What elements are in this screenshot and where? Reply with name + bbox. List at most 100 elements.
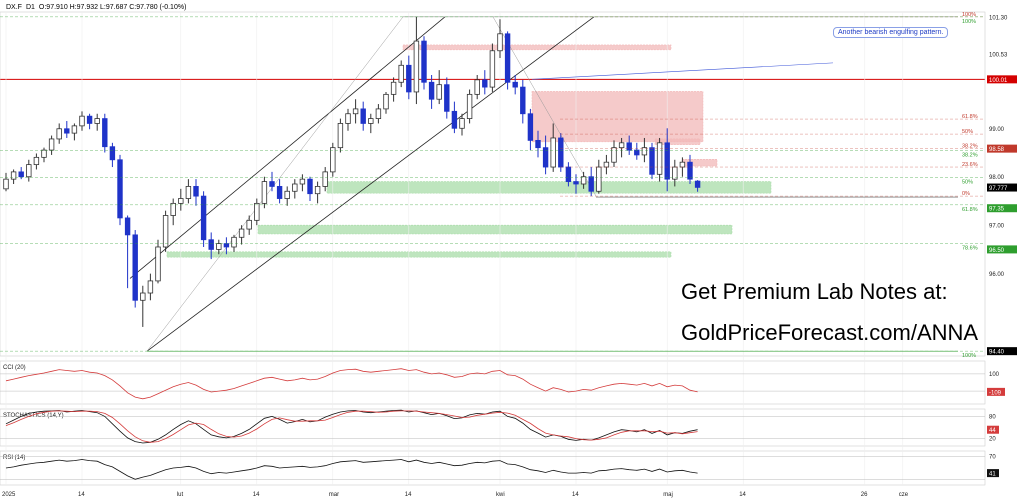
bullish-candle xyxy=(368,118,374,124)
bullish-candle xyxy=(459,118,465,129)
bullish-candle xyxy=(641,147,648,156)
fib-anchor-line xyxy=(146,16,404,352)
bullish-candle xyxy=(337,123,344,149)
bearish-candle xyxy=(504,33,511,83)
price-zones xyxy=(0,44,985,258)
time-axis-label: kwi xyxy=(496,492,505,498)
bearish-candle xyxy=(276,186,283,199)
stoch-level-label: 20 xyxy=(989,437,996,443)
price-label: 97.777 xyxy=(989,186,1008,192)
cci-panel: CCI (20) 100 -109 xyxy=(0,365,1005,400)
bullish-candle xyxy=(314,186,321,195)
bullish-candle xyxy=(33,156,40,166)
price-tag xyxy=(987,347,1017,356)
bearish-candle xyxy=(520,86,526,115)
bearish-candle xyxy=(573,181,579,185)
support-zone xyxy=(257,224,733,235)
fibonacci-levels: 100% 61.8% 50% 38.2% 23.6% 0% 100% 38.2% 50% 61.8… xyxy=(0,12,985,359)
time-axis-label: 14 xyxy=(405,492,412,498)
panel-frame xyxy=(0,11,986,357)
resistance-zone xyxy=(681,158,718,167)
fib-level-label: 100% xyxy=(962,19,976,25)
panel-frame xyxy=(0,408,986,447)
time-axis-label: 14 xyxy=(253,492,260,498)
bullish-candle xyxy=(284,190,290,199)
bearish-candle xyxy=(124,217,131,236)
bullish-candle xyxy=(352,108,359,115)
bullish-candle xyxy=(618,142,625,149)
cci-line xyxy=(5,368,698,400)
stoch-value-label: 44 xyxy=(989,428,996,434)
panel-frame xyxy=(0,360,986,405)
stoch-value-tag xyxy=(987,425,999,434)
bullish-candle xyxy=(94,118,100,124)
bearish-candle xyxy=(102,118,108,148)
fib-level-label: 23.6% xyxy=(962,162,978,168)
time-axis-label: 14 xyxy=(739,492,746,498)
price-tag xyxy=(987,204,1017,213)
time-axis-label: 2025 xyxy=(2,492,16,498)
fib-level-label: 0% xyxy=(962,191,970,197)
price-label: 96.00 xyxy=(989,272,1005,278)
bearish-candle xyxy=(269,181,275,187)
watermark-line-1: Get Premium Lab Notes at: xyxy=(681,279,948,304)
price-tag xyxy=(987,183,1017,192)
bullish-candle xyxy=(497,33,503,52)
bullish-candle xyxy=(238,228,245,238)
bearish-candle xyxy=(527,113,534,141)
bearish-candle xyxy=(86,115,93,124)
time-axis-label: maj xyxy=(663,492,673,498)
bullish-candle xyxy=(41,149,47,158)
stochastics-panel: STOCHASTICS (14,Y) 80 44 20 xyxy=(0,409,999,444)
bearish-candle xyxy=(428,81,435,100)
bullish-candle xyxy=(656,142,663,175)
symbol-header: DX.F D1 O:97.910 H:97.932 L:97.687 C:97.78… xyxy=(6,4,186,11)
bullish-candle xyxy=(672,166,678,180)
bearish-candle xyxy=(558,137,564,168)
bullish-candle xyxy=(56,128,62,140)
rsi-line xyxy=(5,459,698,480)
bullish-candle xyxy=(231,236,237,248)
support-zone xyxy=(166,251,672,258)
bullish-candle xyxy=(170,202,176,216)
bullish-candle xyxy=(413,40,420,93)
pattern-annotation: Another bearish engulfing pattern. xyxy=(833,27,949,38)
bullish-candle xyxy=(299,178,306,185)
price-tag xyxy=(987,144,1017,153)
price-candles xyxy=(3,16,701,327)
bearish-candle xyxy=(535,139,541,149)
bullish-candle xyxy=(48,138,55,151)
cci-value-tag xyxy=(987,387,1005,396)
bullish-candle xyxy=(330,147,336,173)
bullish-candle xyxy=(140,292,146,301)
bearish-candle xyxy=(634,149,640,156)
fib-level-label: 100% xyxy=(962,12,976,18)
rsi-level-label: 70 xyxy=(989,455,996,461)
indicator-title: STOCHASTICS (14,Y) xyxy=(3,413,64,419)
bullish-candle xyxy=(178,198,184,204)
bearish-candle xyxy=(444,84,450,112)
bullish-candle xyxy=(147,280,154,294)
bearish-candle xyxy=(588,176,594,192)
price-axis-labels: 101.30 100.53 100.01 99.00 98.58 98.00 97.777 9… xyxy=(987,15,1017,356)
bearish-candle xyxy=(451,110,458,129)
fib-level-label: 38.2% xyxy=(962,153,978,159)
bearish-candle xyxy=(109,146,116,161)
panel-frame xyxy=(0,450,986,486)
bullish-candle xyxy=(375,108,382,119)
bearish-candle xyxy=(565,166,572,182)
bearish-candle xyxy=(193,186,199,197)
price-label: 97.00 xyxy=(989,224,1005,230)
price-tag xyxy=(987,245,1017,254)
bearish-candle xyxy=(406,64,412,93)
price-label: 98.58 xyxy=(989,147,1005,153)
bullish-candle xyxy=(580,176,587,185)
rsi-value-tag xyxy=(987,469,999,478)
bearish-candle xyxy=(512,81,518,88)
time-axis: 2025 14 lut 14 mar 14 kwi 14 maj 14 26 cze xyxy=(2,492,909,498)
bullish-candle xyxy=(390,81,397,95)
bullish-candle xyxy=(466,93,473,119)
bearish-candle xyxy=(687,161,693,180)
bullish-candle xyxy=(611,147,617,163)
annotation-pointer xyxy=(531,62,834,80)
